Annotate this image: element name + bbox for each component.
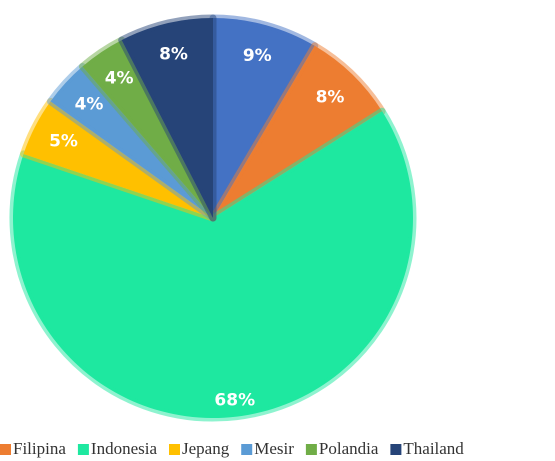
value-label: 68% — [214, 391, 255, 411]
value-label: 4% — [75, 95, 104, 115]
legend-swatch — [77, 444, 89, 455]
value-label: 4% — [105, 69, 134, 89]
pie-slice — [209, 14, 319, 222]
legend-label: Polandia — [319, 439, 379, 458]
value-label: 5% — [49, 131, 78, 151]
legend-label: Mesir — [254, 439, 294, 458]
legend-swatch — [305, 444, 317, 455]
legend-swatch — [390, 444, 402, 455]
legend-label: Filipina — [13, 439, 66, 458]
value-label: 8% — [316, 87, 345, 107]
legend-swatch — [241, 444, 253, 455]
value-label: 9% — [243, 46, 272, 66]
value-label: 8% — [159, 45, 188, 65]
legend-swatch — [169, 444, 180, 455]
legend-label: Indonesia — [91, 439, 158, 458]
legend-swatch — [0, 444, 11, 455]
pie-slice — [118, 14, 217, 222]
legend-label: Jepang — [182, 439, 230, 458]
legend-label: Thailand — [403, 439, 464, 458]
pie-slice — [9, 107, 417, 422]
